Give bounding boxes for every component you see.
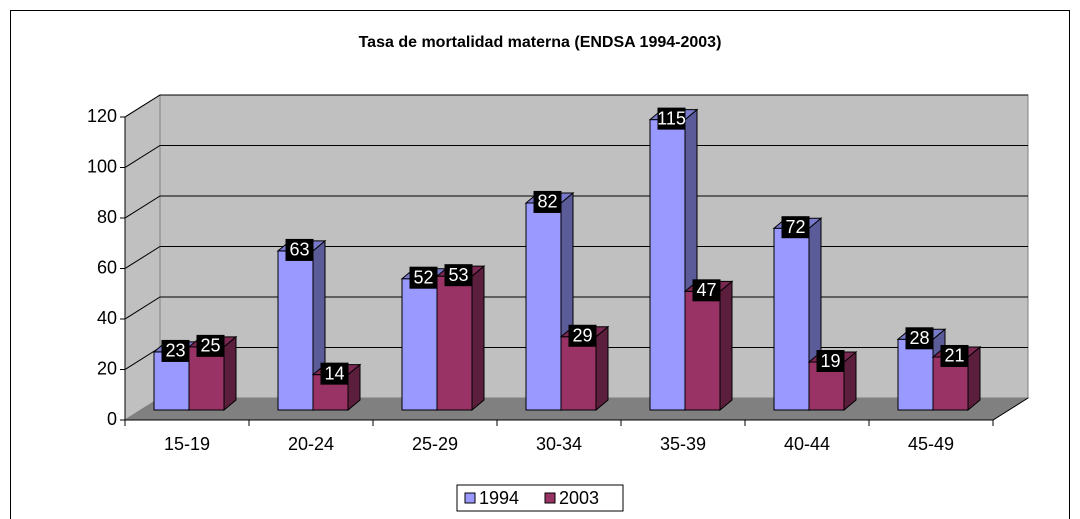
bar-front bbox=[436, 275, 473, 411]
y-tick-label: 60 bbox=[97, 257, 117, 277]
grid-line bbox=[124, 94, 1028, 118]
bar-front bbox=[277, 250, 314, 411]
data-label-bg bbox=[196, 334, 225, 357]
data-label: 21 bbox=[944, 346, 964, 366]
x-tick-label: 15-19 bbox=[164, 434, 210, 454]
grid-line bbox=[124, 246, 1028, 269]
data-label: 53 bbox=[448, 265, 468, 285]
data-label-bg bbox=[320, 362, 349, 385]
data-label-bg bbox=[657, 107, 686, 130]
data-label-bg bbox=[161, 339, 190, 362]
x-tick-label: 45-49 bbox=[908, 434, 954, 454]
bar bbox=[435, 265, 486, 412]
data-label-bg bbox=[285, 238, 314, 261]
y-tick-label: 20 bbox=[97, 358, 117, 378]
bar-front bbox=[773, 227, 810, 411]
data-label: 14 bbox=[324, 363, 344, 383]
data-label: 82 bbox=[537, 192, 557, 212]
data-label: 19 bbox=[820, 351, 840, 371]
data-label-bg bbox=[444, 264, 473, 287]
bar-side bbox=[967, 345, 981, 412]
x-tick-label: 30-34 bbox=[536, 434, 582, 454]
bar-front bbox=[401, 278, 438, 411]
data-label-bg bbox=[409, 266, 438, 289]
data-label: 72 bbox=[785, 217, 805, 237]
legend-swatch bbox=[464, 492, 476, 504]
data-label-bg bbox=[816, 350, 845, 373]
bar-front bbox=[684, 290, 721, 411]
x-tick-label: 20-24 bbox=[288, 434, 334, 454]
x-tick-label: 25-29 bbox=[412, 434, 458, 454]
data-label: 115 bbox=[657, 108, 686, 128]
legend-label: 2003 bbox=[559, 488, 599, 508]
bar-side bbox=[595, 325, 609, 412]
bar-side bbox=[471, 265, 485, 412]
bar bbox=[559, 325, 610, 412]
bar-front bbox=[649, 119, 686, 411]
grid-line bbox=[124, 296, 1028, 320]
y-tick-label: 40 bbox=[97, 308, 117, 328]
data-label-bg bbox=[533, 190, 562, 213]
grid-line bbox=[124, 195, 1028, 219]
x-tick-label: 40-44 bbox=[784, 434, 830, 454]
data-label: 23 bbox=[165, 341, 185, 361]
bar-side bbox=[719, 280, 733, 412]
y-tick-label: 120 bbox=[87, 106, 117, 126]
grid-line bbox=[124, 145, 1028, 168]
bar-front bbox=[897, 338, 934, 411]
data-label: 28 bbox=[909, 328, 929, 348]
y-tick-label: 0 bbox=[107, 409, 117, 429]
data-label: 63 bbox=[289, 240, 309, 260]
data-label: 47 bbox=[696, 280, 716, 300]
data-label-bg bbox=[905, 327, 934, 350]
legend-label: 1994 bbox=[479, 488, 519, 508]
y-tick-label: 100 bbox=[87, 156, 117, 176]
legend-box bbox=[456, 484, 624, 512]
bar-side bbox=[223, 335, 237, 412]
y-tick-label: 80 bbox=[97, 207, 117, 227]
legend-swatch bbox=[544, 492, 556, 504]
bar-front bbox=[525, 202, 562, 411]
data-label-bg bbox=[568, 324, 597, 347]
data-label: 52 bbox=[413, 267, 433, 287]
chart-title: Tasa de mortalidad materna (ENDSA 1994-2… bbox=[359, 34, 722, 51]
data-label: 25 bbox=[200, 336, 220, 356]
data-label-bg bbox=[940, 344, 969, 367]
x-tick-label: 35-39 bbox=[660, 434, 706, 454]
data-label-bg bbox=[692, 279, 721, 302]
bar-front bbox=[560, 336, 597, 411]
data-label-bg bbox=[781, 216, 810, 239]
data-label: 29 bbox=[572, 326, 592, 346]
